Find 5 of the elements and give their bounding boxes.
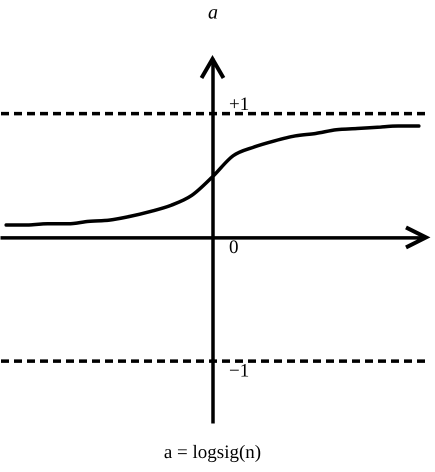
y-axis-title: a (208, 2, 218, 24)
y-tick-label: −1 (229, 360, 250, 382)
text: a = logsig(n) (164, 442, 262, 463)
y-tick-label: 0 (229, 236, 238, 258)
y-tick-label: +1 (229, 94, 250, 116)
